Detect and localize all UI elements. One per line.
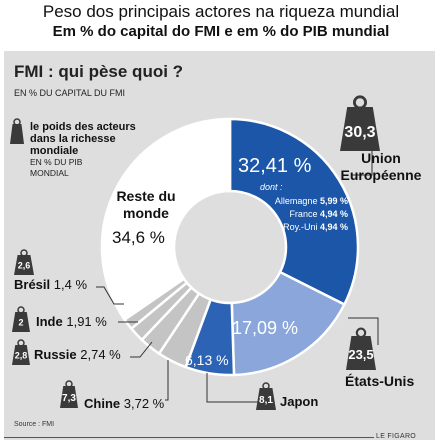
svg-text:7,3: 7,3 — [62, 393, 76, 404]
svg-text:30,3: 30,3 — [344, 124, 375, 141]
chart-subtitle: Em % do capital do FMI e em % do PIB mun… — [52, 23, 390, 40]
weight-icon-ue: 30,3 — [340, 95, 380, 151]
footer-divider — [4, 437, 374, 438]
ue-label: Union Européenne — [340, 150, 422, 183]
svg-text:23,5: 23,5 — [348, 347, 373, 362]
us-label: États-Unis — [345, 373, 415, 389]
india-label: Inde 1,91 % — [36, 314, 107, 329]
china-label: Chine 3,72 % — [84, 396, 165, 411]
ue-breakdown-germany: Allemagne 5,99 % — [274, 196, 348, 206]
ue-dont-label: dont : — [260, 182, 283, 192]
japan-percent: 6,13 % — [185, 352, 229, 368]
slice-ue — [228, 117, 360, 307]
weight-icon-us: 23,5 — [346, 327, 376, 370]
legend-text: le poids des acteurs dans la richesse mo… — [30, 121, 136, 157]
rest-of-world-percent: 34,6 % — [112, 228, 165, 247]
us-percent: 17,09 % — [232, 318, 299, 338]
svg-text:2,6: 2,6 — [18, 261, 31, 271]
ue-breakdown: Allemagne 5,99 % France 4,94 % Roy.-Uni … — [230, 195, 348, 234]
japan-label: Japon — [280, 394, 319, 409]
svg-text:2,8: 2,8 — [15, 351, 28, 361]
ue-percent: 32,41 % — [238, 155, 312, 177]
ue-breakdown-france: France 4,94 % — [289, 209, 348, 219]
rest-of-world-label: Reste du monde — [116, 188, 176, 221]
leader-china — [165, 360, 169, 401]
leader-russia — [130, 341, 153, 358]
source-note: Source : FMI — [14, 421, 55, 428]
weight-icon-brazil: 2,6 — [14, 249, 34, 275]
svg-text:8,1: 8,1 — [259, 395, 273, 406]
legend-subtext: EN % DU PIB MONDIAL — [30, 157, 83, 178]
svg-text:2: 2 — [18, 318, 23, 328]
leader-brazil — [96, 286, 124, 305]
slice-us — [230, 270, 347, 377]
credit-label: LE FIGARO — [376, 433, 417, 440]
legend-weight-icon — [10, 118, 24, 144]
russia-label: Russie 2,74 % — [34, 347, 121, 362]
panel-subtitle: EN % DU CAPITAL DU FMI — [14, 88, 126, 98]
weight-icon-china: 7,3 — [60, 380, 78, 408]
weight-icon-india: 2 — [12, 306, 30, 332]
brazil-label: Brésil 1,4 % — [14, 277, 88, 292]
leader-us — [348, 317, 379, 345]
slice-rest-of-world — [100, 117, 232, 322]
ue-breakdown-uk: Roy.-Uni 4,94 % — [283, 222, 348, 232]
leader-japan — [206, 373, 258, 403]
chart-title: Peso dos principais actores na riqueza m… — [42, 2, 400, 21]
weight-icon-russia: 2,8 — [12, 339, 30, 365]
weight-icon-japan: 8,1 — [256, 382, 276, 410]
panel-title: FMI : qui pèse quoi ? — [14, 62, 184, 81]
